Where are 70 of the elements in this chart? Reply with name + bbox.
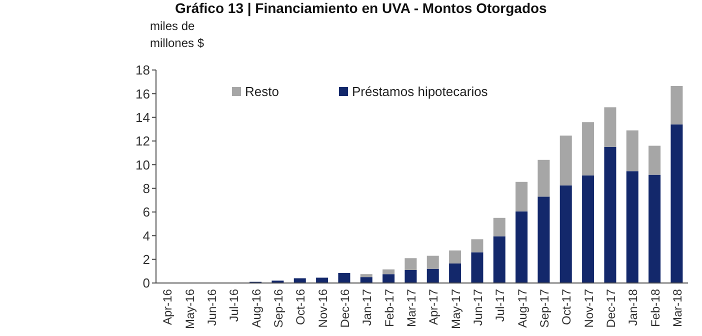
x-tick-label: Oct-16 [294,288,308,326]
x-tick-label: Nov-17 [582,288,596,328]
bar [648,174,661,283]
y-tick-label: 2 [142,252,150,267]
bar [626,130,638,172]
bar [382,274,395,283]
y-tick-label: 8 [142,180,150,196]
x-tick-label: Aug-16 [249,288,264,328]
chart-title: Gráfico 13 | Financiamiento en UVA - Montos Otorgados [175,0,547,16]
bar [516,182,528,212]
x-tick-label: Feb-18 [648,288,662,328]
bar [426,256,439,269]
bar [493,236,506,283]
x-tick-label: Mar-18 [670,288,684,328]
bar [538,160,550,197]
y-tick-label: 10 [136,157,150,172]
y-tick-label: 14 [136,110,150,125]
x-tick-label: May-16 [182,288,197,330]
x-tick-label: Jun-16 [204,288,219,326]
bar [316,278,328,283]
y-tick-label: 12 [136,134,150,149]
bar [493,218,506,236]
x-tick-label: Jan-18 [626,288,640,326]
bar [449,250,462,264]
x-tick-label: Dec-16 [338,288,352,328]
y-tick-label: 0 [142,276,150,291]
bar [626,171,638,283]
bar [516,211,528,283]
y-axis-title: miles de millones $ [150,18,206,52]
bar [449,263,462,283]
bar [560,185,572,283]
x-tick-label: Apr-16 [160,288,175,326]
bar [582,175,594,283]
y-tick-label: 18 [136,62,150,78]
bar [670,86,683,124]
bar [404,270,417,283]
y-tick-label: 6 [142,204,150,220]
x-tick-label: Jul-16 [227,288,242,322]
bar [360,277,372,283]
x-tick-label: Apr-17 [426,288,441,326]
bar [582,122,594,176]
x-tick-label: Dec-17 [604,288,618,328]
x-tick-label: Sep-16 [271,288,286,328]
legend-label: Préstamos hipotecarios [350,84,488,99]
x-tick-label: Jul-17 [493,288,508,322]
x-tick-label: Feb-17 [382,288,396,328]
y-tick-label: 16 [136,86,150,102]
x-tick-label: Aug-17 [515,288,530,328]
bar [538,196,550,283]
bar [404,258,417,270]
bar [648,146,661,175]
x-tick-label: Nov-16 [316,288,330,328]
legend-label: Resto [244,84,279,99]
bar [426,268,439,283]
x-tick-label: Sep-17 [537,288,552,328]
bar [382,269,395,274]
x-tick-label: Jan-17 [360,288,374,326]
bar [670,124,683,283]
bar [471,239,484,252]
y-tick-label: 4 [142,228,150,244]
x-tick-label: May-17 [448,288,463,330]
x-tick-label: Mar-17 [404,288,418,328]
bar [604,107,616,147]
bar [471,252,484,283]
bar [604,146,616,283]
bar [338,272,350,283]
x-tick-label: Oct-17 [560,288,574,326]
x-tick-label: Jun-17 [470,288,485,326]
bar [360,274,372,278]
bar [560,136,572,186]
